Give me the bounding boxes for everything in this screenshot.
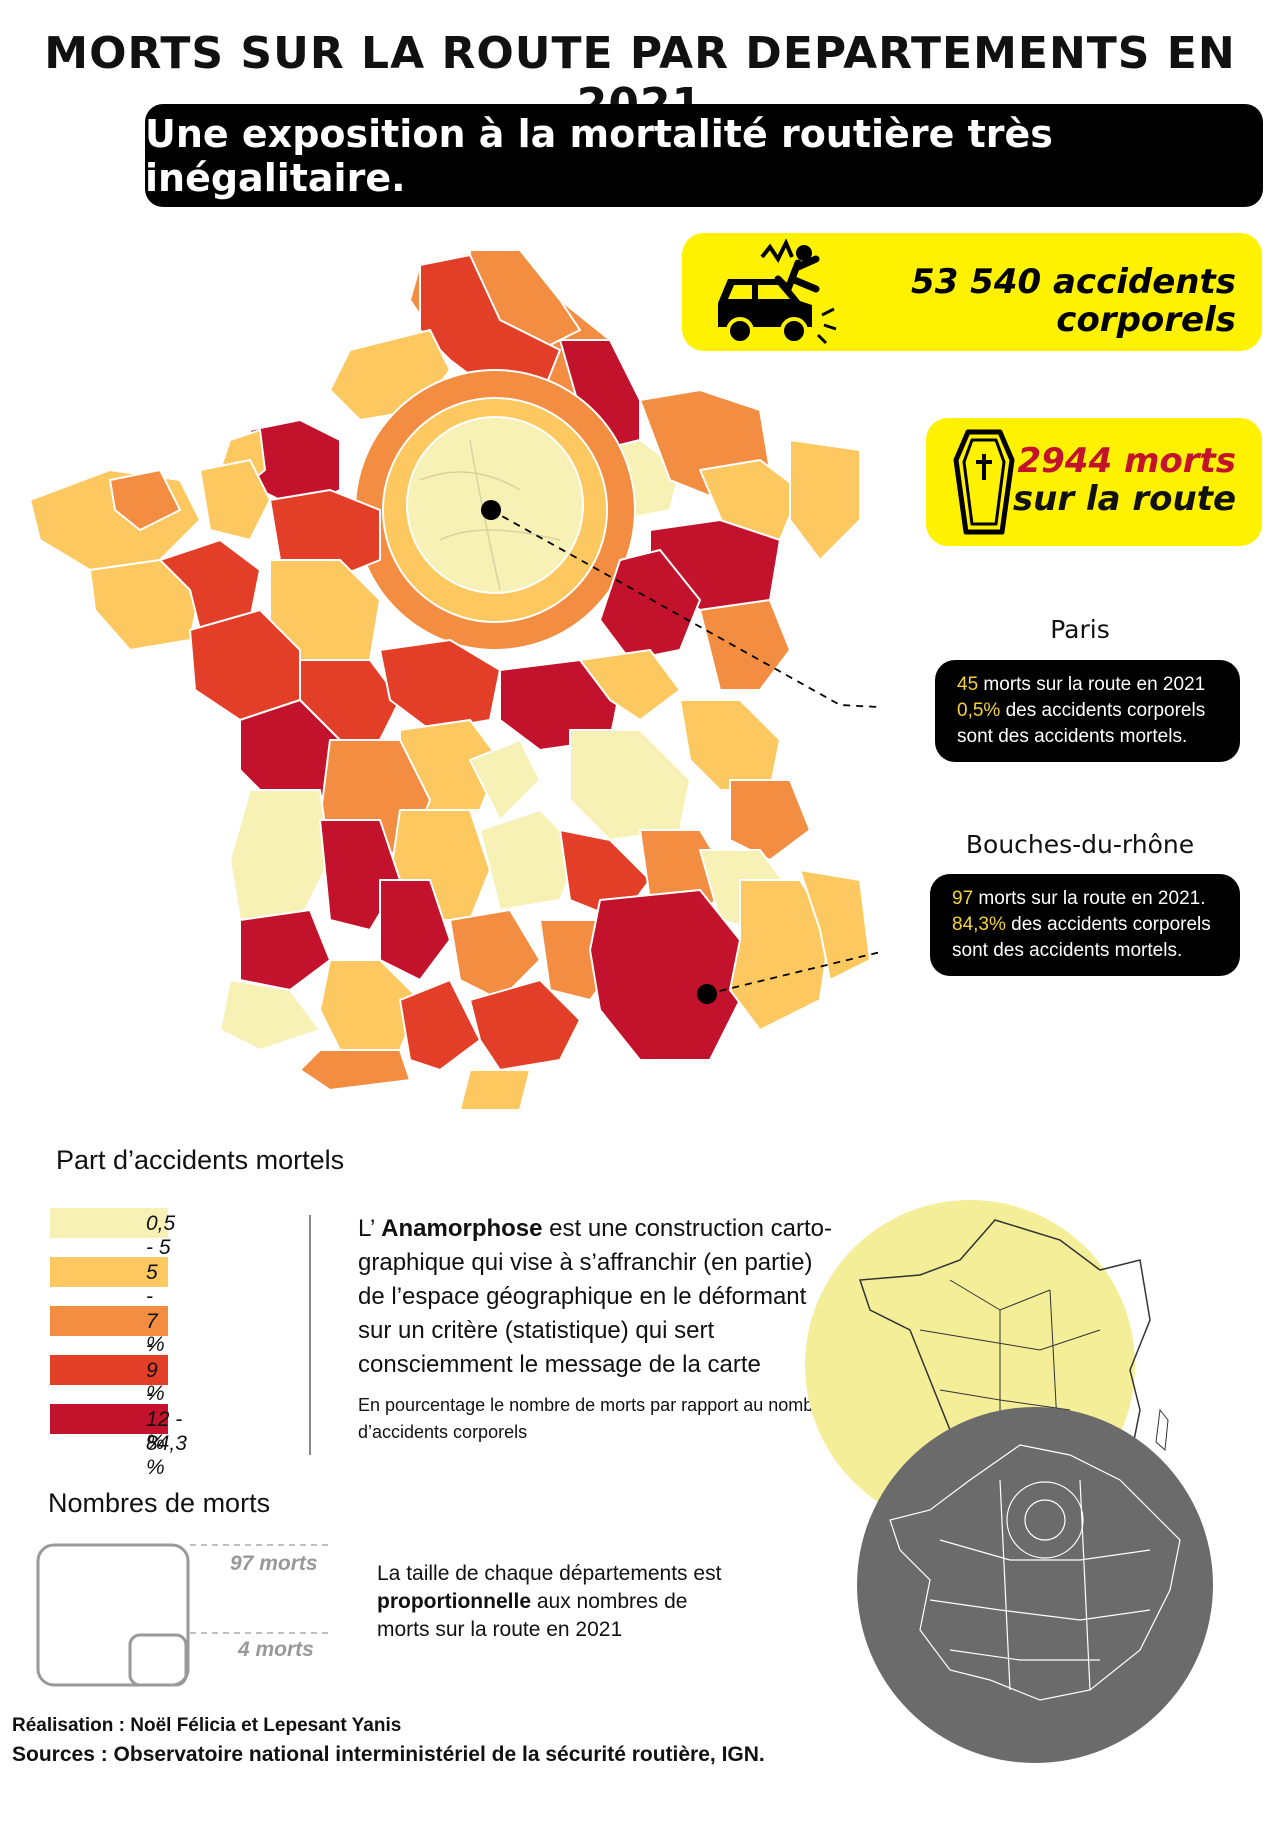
cartogram-paris-ring [1006,1481,1084,1559]
department-bouches-du-rhone [589,889,741,1061]
paris-callout-title: Paris [1050,615,1110,644]
department-shape [469,739,541,821]
deaths-count: 2944 morts [1017,441,1236,481]
department-shape [299,1049,411,1091]
department-shape [679,699,781,791]
department-shape [569,729,691,841]
size-legend-title: Nombres de morts [48,1488,271,1518]
deaths-stat-text: 2944 morts sur la route [1013,442,1236,518]
large-square-label: 97 morts [230,1552,318,1575]
paris-info-box: 45 morts sur la route en 2021 0,5% des a… [935,660,1240,762]
note-line1: En pourcentage le nombre de morts par ra… [358,1395,830,1415]
anamorphose-line1: est une construction carto- [542,1215,832,1242]
paris-rate-value: 0,5% [957,700,1001,721]
coffin-icon [953,429,1015,535]
bdr-rate-value: 84,3% [952,914,1006,935]
france-cartogram-map [29,249,880,1111]
legend-swatch [50,1355,168,1385]
proportional-squares-legend [36,1543,330,1687]
anamorphose-line4: sur un critère (statistique) qui sert [358,1317,715,1344]
department-shape [449,909,541,1001]
department-shape [399,979,481,1071]
anamorphose-inset-illustration [805,1200,1213,1763]
accidents-stat-card: 53 540 accidents corporels [682,233,1262,351]
size-text-line3: morts sur la route en 2021 [377,1618,623,1641]
accidents-count: 53 540 accidents [911,262,1236,302]
department-shape [379,639,501,731]
department-shape [229,789,331,921]
accidents-label: corporels [1056,300,1236,340]
paris-deaths-value: 45 [957,674,979,695]
cartogram-department-boundaries [929,1479,1151,1691]
deaths-stat-card: 2944 morts sur la route [926,418,1262,546]
department-shape [599,549,701,661]
size-text-line1: La taille de chaque départements est [377,1562,722,1585]
legend-label: 12 - 84,3 % [146,1408,187,1479]
department-shape [239,909,331,991]
legend-swatch [50,1257,168,1287]
anamorphose-prefix: L’ [358,1215,382,1242]
anamorphose-text: L’ Anamorphose est une construction cart… [358,1212,878,1382]
department-shape [469,979,581,1071]
department-shape [789,439,861,561]
cartogram-outline [889,1444,1181,1701]
subtitle-banner: Une exposition à la mortalité routière t… [145,104,1263,207]
anamorphose-line3: de l’espace géographique en le déformant [358,1283,807,1310]
anamorphose-line5: consciemment le message de la carte [358,1351,761,1378]
legend-swatch [50,1404,168,1434]
department-shape [219,979,321,1051]
department-shape [199,459,271,541]
bdr-info-box: 97 morts sur la route en 2021. 84,3% des… [930,874,1240,976]
size-text-line2: aux nombres de [531,1590,688,1613]
paris-leader-line [490,509,880,709]
legend-swatch [50,1306,168,1336]
bdr-callout-title: Bouches-du-rhône [965,830,1195,859]
legend-swatch [50,1208,168,1238]
percentage-note: En pourcentage le nombre de morts par ra… [358,1392,878,1446]
size-text-bold: proportionnelle [377,1590,531,1613]
bdr-deaths-value: 97 [952,888,974,909]
large-square-97 [36,1543,190,1687]
legend-title: Part d’accidents mortels [56,1145,345,1175]
department-shape [109,469,181,531]
department-shape [729,879,831,1031]
subtitle-text: Une exposition à la mortalité routière t… [145,111,1053,200]
bdr-line2: des accidents corporels [1005,914,1211,935]
car-crash-icon [718,239,837,345]
size-legend-text: La taille de chaque départements est pro… [377,1560,797,1644]
department-shape [799,869,871,981]
credits-sources: Sources : Observatoire national intermin… [12,1743,765,1766]
legend-divider [309,1215,311,1455]
bdr-line3: sont des accidents mortels. [952,940,1183,961]
corsica-outline [1155,1408,1169,1452]
credits-realisation: Réalisation : Noël Félicia et Lepesant Y… [12,1715,402,1736]
cartogram-map-circle [857,1407,1213,1763]
small-square-4 [128,1633,188,1687]
department-shape [699,599,791,691]
paris-line3: sont des accidents mortels. [957,726,1188,747]
anamorphose-term: Anamorphose [381,1215,543,1242]
department-shape [379,879,451,981]
paris-line2: des accidents corporels [1000,700,1206,721]
paris-line1: morts sur la route en 2021 [978,674,1206,695]
note-line2: d’accidents corporels [358,1422,528,1442]
anamorphose-line2: graphique qui vise à s’affranchir (en pa… [358,1249,813,1276]
deaths-label: sur la route [1012,479,1236,519]
department-shape [579,649,681,721]
small-square-label: 4 morts [238,1638,314,1661]
accidents-stat-text: 53 540 accidents corporels [911,263,1236,339]
cartogram-paris-core [1024,1499,1066,1541]
department-shape [459,1069,531,1111]
department-shape [729,779,811,861]
bdr-line1: morts sur la route en 2021. [973,888,1206,909]
